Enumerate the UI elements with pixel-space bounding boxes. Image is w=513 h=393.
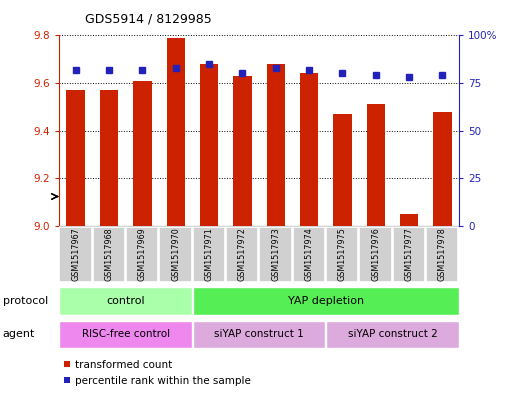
- Bar: [333, 114, 351, 226]
- Text: GSM1517967: GSM1517967: [71, 228, 80, 281]
- Bar: [400, 214, 418, 226]
- Text: GSM1517977: GSM1517977: [405, 228, 413, 281]
- Text: control: control: [106, 296, 145, 306]
- Bar: [200, 64, 218, 226]
- Bar: [193, 287, 459, 315]
- Bar: [267, 64, 285, 226]
- Text: agent: agent: [3, 329, 35, 339]
- Bar: [233, 76, 251, 226]
- Text: GSM1517968: GSM1517968: [105, 228, 113, 281]
- Bar: [126, 227, 159, 283]
- Text: YAP depletion: YAP depletion: [288, 296, 364, 306]
- Text: GSM1517976: GSM1517976: [371, 228, 380, 281]
- Bar: [100, 90, 118, 226]
- Bar: [326, 321, 459, 348]
- Text: GSM1517969: GSM1517969: [138, 228, 147, 281]
- Bar: [67, 90, 85, 226]
- Bar: [393, 227, 425, 283]
- Bar: [326, 227, 359, 283]
- Text: GDS5914 / 8129985: GDS5914 / 8129985: [85, 13, 211, 26]
- Text: percentile rank within the sample: percentile rank within the sample: [75, 376, 251, 386]
- Bar: [426, 227, 459, 283]
- Text: GSM1517971: GSM1517971: [205, 228, 213, 281]
- Bar: [60, 321, 192, 348]
- Bar: [60, 287, 192, 315]
- Bar: [193, 321, 325, 348]
- Text: transformed count: transformed count: [75, 360, 173, 371]
- Bar: [293, 227, 325, 283]
- Bar: [133, 81, 151, 226]
- Bar: [160, 227, 192, 283]
- Bar: [360, 227, 392, 283]
- Text: GSM1517978: GSM1517978: [438, 228, 447, 281]
- Bar: [260, 227, 292, 283]
- Bar: [433, 112, 451, 226]
- Bar: [226, 227, 259, 283]
- Bar: [300, 73, 318, 226]
- Text: siYAP construct 1: siYAP construct 1: [214, 329, 304, 339]
- Bar: [367, 105, 385, 226]
- Text: GSM1517975: GSM1517975: [338, 228, 347, 281]
- Text: GSM1517970: GSM1517970: [171, 228, 180, 281]
- Bar: [193, 227, 225, 283]
- Bar: [60, 227, 92, 283]
- Text: siYAP construct 2: siYAP construct 2: [348, 329, 437, 339]
- Text: GSM1517972: GSM1517972: [238, 228, 247, 281]
- Bar: [93, 227, 125, 283]
- Bar: [167, 38, 185, 226]
- Text: GSM1517974: GSM1517974: [305, 228, 313, 281]
- Text: GSM1517973: GSM1517973: [271, 228, 280, 281]
- Text: protocol: protocol: [3, 296, 48, 306]
- Text: RISC-free control: RISC-free control: [82, 329, 170, 339]
